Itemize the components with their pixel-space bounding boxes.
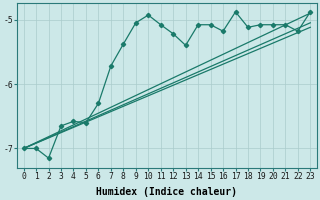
X-axis label: Humidex (Indice chaleur): Humidex (Indice chaleur) (96, 186, 237, 197)
